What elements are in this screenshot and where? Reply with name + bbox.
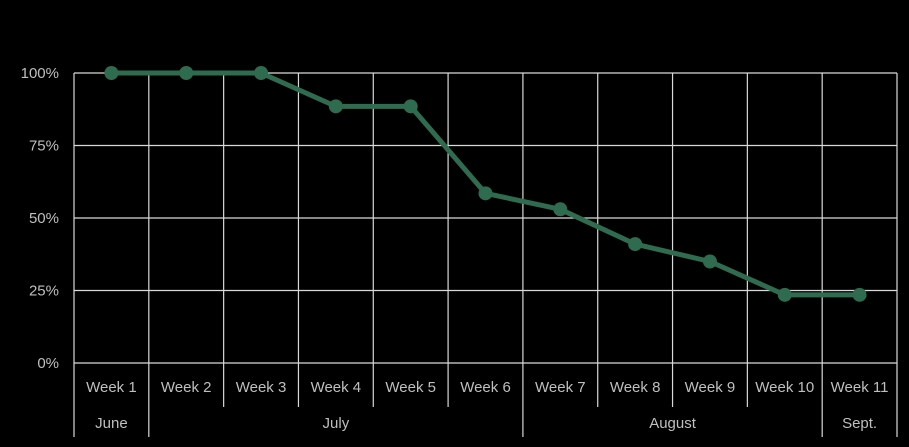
data-point bbox=[328, 99, 343, 114]
data-point bbox=[179, 66, 194, 80]
grid bbox=[73, 72, 898, 364]
x-category-label: Week 6 bbox=[460, 379, 511, 396]
data-point bbox=[702, 254, 717, 269]
x-group-label: August bbox=[649, 415, 697, 432]
data-point bbox=[628, 237, 643, 252]
x-axis-month-groups: June July August Sept. bbox=[95, 415, 877, 432]
y-tick-label: 75% bbox=[29, 138, 59, 155]
y-tick-label: 0% bbox=[37, 355, 59, 372]
y-axis-ticks: 0% 25% 50% 75% 100% bbox=[21, 65, 59, 372]
x-axis-categories: Week 1 Week 2 Week 3 Week 4 Week 5 Week 6 Week… bbox=[73, 363, 898, 437]
x-category-label: Week 10 bbox=[755, 379, 814, 396]
x-category-label: Week 11 bbox=[831, 379, 889, 396]
x-category-label: Week 9 bbox=[685, 379, 736, 396]
data-point bbox=[777, 287, 792, 302]
data-point bbox=[478, 186, 493, 201]
x-group-label: Sept. bbox=[842, 415, 877, 432]
y-tick-label: 25% bbox=[29, 283, 59, 300]
x-category-label: Week 3 bbox=[236, 379, 287, 396]
data-point bbox=[852, 287, 867, 302]
data-point bbox=[403, 99, 418, 114]
x-category-label: Week 5 bbox=[385, 379, 436, 396]
x-category-label: Week 8 bbox=[610, 379, 661, 396]
x-category-label: Week 4 bbox=[311, 379, 362, 396]
series bbox=[104, 66, 867, 302]
x-group-label: June bbox=[95, 415, 128, 432]
data-point bbox=[553, 202, 568, 217]
x-group-label: July bbox=[323, 415, 350, 432]
data-point bbox=[104, 66, 119, 80]
y-tick-label: 50% bbox=[29, 210, 59, 227]
x-category-label: Week 1 bbox=[86, 379, 137, 396]
x-category-label: Week 7 bbox=[535, 379, 586, 396]
data-point bbox=[254, 66, 269, 80]
x-category-label: Week 2 bbox=[161, 379, 212, 396]
y-tick-label: 100% bbox=[21, 65, 59, 82]
